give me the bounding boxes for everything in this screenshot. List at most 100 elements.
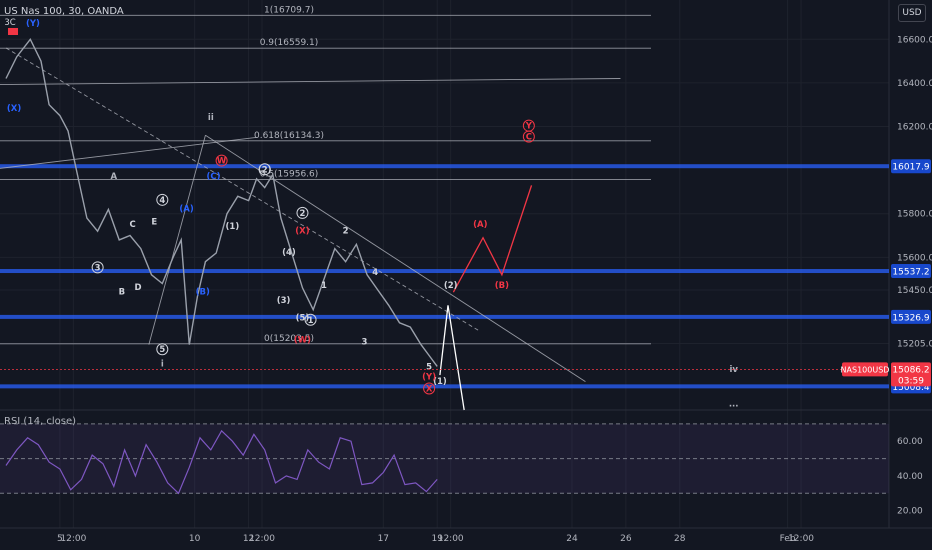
time-tick-label: 12:00: [249, 534, 275, 544]
wave-label: B: [119, 287, 125, 297]
wave-label-circle: [304, 313, 317, 326]
wave-label: (2): [444, 281, 458, 291]
wave-label: Y: [525, 122, 533, 132]
wave-label: (B): [495, 281, 509, 291]
projection-red-path[interactable]: [452, 185, 533, 293]
price-grid: [0, 0, 932, 528]
support-resistance-line[interactable]: [0, 164, 889, 169]
price-series: [5, 37, 438, 367]
symbol-title[interactable]: US Nas 100, 30, OANDA: [4, 6, 124, 17]
wave-label: iv: [729, 365, 738, 375]
wave-label: (Y): [26, 19, 40, 29]
level-price-label: 16017.9: [892, 163, 929, 173]
current-price-tag[interactable]: [891, 362, 931, 387]
wave-label: E: [151, 218, 157, 228]
elliott-wave-labels: (Y)(X)AC EDB345iii(A)(B)(C)W(1)(2)2(X)(4)…: [4, 18, 738, 410]
wave-label: X: [426, 384, 433, 394]
trendline[interactable]: [5, 47, 481, 332]
time-tick-label: 19: [431, 534, 443, 544]
rsi-tick-label: 60.00: [897, 437, 923, 447]
wave-label: 3: [95, 263, 101, 273]
rsi-pane: 20.00 40.00 60.00: [0, 423, 923, 517]
wave-label: 5: [159, 345, 165, 355]
wave-3c-label: 3C: [4, 18, 15, 28]
support-resistance-levels[interactable]: 16017.9 15537.2 15326.9 15008.4: [0, 159, 931, 394]
flag-icon: [8, 28, 18, 35]
fib-level-label: 1(16709.7): [264, 5, 314, 15]
wave-label: 4: [159, 196, 165, 206]
support-resistance-line[interactable]: [0, 384, 889, 389]
price-line: [5, 37, 438, 367]
wave-label-circle: [258, 163, 271, 176]
time-tick-label: 5: [57, 534, 63, 544]
fib-level-label: 0.618(16134.3): [254, 131, 324, 141]
fibonacci-levels[interactable]: 1(16709.7) 0.9(16559.1) 0.618(16134.3) 0.5(…: [0, 5, 651, 345]
wave-label: 4: [372, 268, 378, 278]
wave-label: (3): [277, 296, 291, 306]
level-price-label: 15326.9: [892, 313, 929, 323]
trendline[interactable]: [205, 134, 586, 383]
wave-label-circle: [522, 130, 535, 143]
wave-label: (C): [207, 172, 221, 182]
level-price-tag[interactable]: [891, 309, 931, 324]
fib-level-label: 0.5(15956.6): [260, 170, 319, 180]
wave-label: (X): [295, 226, 309, 236]
time-tick-label: 24: [566, 534, 578, 544]
wave-label: (B): [196, 287, 210, 297]
time-tick-label: 12: [243, 534, 254, 544]
level-price-tag[interactable]: [891, 264, 931, 279]
rsi-tick-label: 40.00: [897, 472, 923, 482]
wave-label: (1): [433, 377, 447, 387]
wave-label-circle: [91, 261, 104, 274]
level-price-label: 15537.2: [892, 268, 929, 278]
wave-label: i: [161, 359, 164, 369]
rsi-tick-label: 20.00: [897, 507, 923, 517]
time-tick-label: 28: [674, 534, 686, 544]
price-tick-label: 15600.0: [897, 253, 932, 263]
wave-label: 3: [361, 338, 367, 348]
time-tick-label: Feb: [780, 534, 796, 544]
time-tick-label: 26: [620, 534, 632, 544]
wave-label: (5): [296, 314, 310, 324]
trendlines[interactable]: [0, 47, 621, 383]
price-tick-label: 15800.0: [897, 210, 932, 220]
price-axis[interactable]: 16600.016400.016200.015800.015600.015450…: [0, 35, 932, 387]
trendline[interactable]: [0, 78, 621, 86]
wave-label: (4): [282, 248, 296, 258]
fib-level-label: 0.9(16559.1): [260, 38, 319, 48]
time-tick-label: 10: [189, 534, 201, 544]
wave-label: A: [111, 172, 118, 182]
wave-label: C: [130, 220, 136, 230]
bar-countdown-label: 03:59: [898, 376, 924, 386]
wave-projections[interactable]: [439, 185, 533, 411]
trendline[interactable]: [148, 135, 206, 345]
support-resistance-line[interactable]: [0, 269, 889, 274]
wave-label-circle: [423, 382, 436, 395]
projection-white-path[interactable]: [439, 305, 465, 411]
wave-label: (Y): [422, 372, 436, 382]
wave-label: 1: [321, 281, 327, 291]
wave-label: ii: [208, 113, 214, 123]
time-tick-label: 12:00: [438, 534, 464, 544]
time-tick-label: 12:00: [788, 534, 814, 544]
wave-label: 5: [426, 363, 432, 373]
wave-label: C: [526, 133, 532, 143]
wave-label-circle: [156, 343, 169, 356]
wave-label: (W): [294, 335, 311, 345]
fib-level-label: 0(15203.5): [264, 334, 314, 344]
wave-label: (1): [226, 222, 240, 232]
wave-label-circle: [296, 206, 309, 219]
wave-label: (X): [7, 104, 21, 114]
rsi-title[interactable]: RSI (14, close): [4, 416, 77, 427]
support-resistance-line[interactable]: [0, 314, 889, 319]
time-tick-label: 17: [378, 534, 389, 544]
level-price-tag[interactable]: [891, 159, 931, 174]
wave-label: W: [217, 157, 227, 167]
level-price-label: 15008.4: [892, 383, 929, 393]
currency-badge[interactable]: USD: [898, 4, 926, 22]
trendline[interactable]: [0, 136, 257, 174]
symbol-tag[interactable]: [842, 362, 888, 377]
wave-label: ...: [729, 400, 739, 410]
